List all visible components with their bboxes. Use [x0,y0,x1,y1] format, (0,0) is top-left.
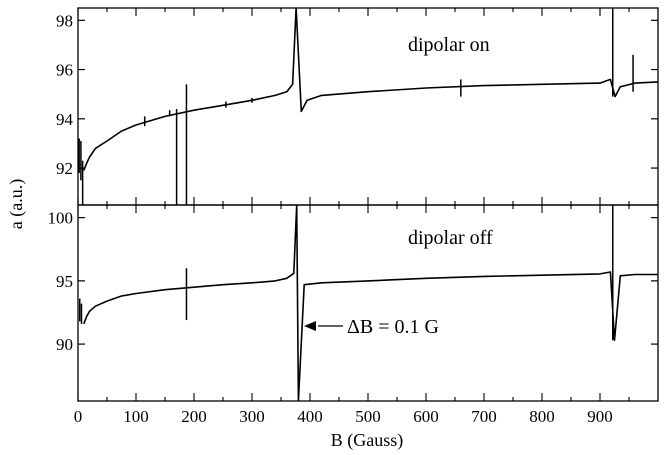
x-tick-label-900: 900 [587,407,613,426]
top-panel-plot [78,8,658,205]
bottom-y-tick-label-100: 100 [48,209,74,228]
bottom-y-tick-label-90: 90 [56,335,73,354]
y-axis-label: a (a.u.) [6,179,27,229]
bottom-panel-plot [78,205,658,401]
bottom-y-tick-label-95: 95 [56,272,73,291]
axes: 92 94 96 98 90 95 100 0 100 200 300 400 500 600 700 800… [48,8,658,426]
x-tick-label-600: 600 [413,407,439,426]
bottom-series-line [83,205,658,401]
top-y-tick-label-94: 94 [56,110,74,129]
top-panel-frame [77,7,659,206]
bottom-panel-frame [77,204,659,402]
x-tick-label-700: 700 [471,407,497,426]
top-series-line [83,8,658,171]
x-tick-label-800: 800 [529,407,555,426]
x-tick-label-400: 400 [297,407,323,426]
x-tick-label-200: 200 [181,407,207,426]
top-panel-annotation: dipolar on [408,34,490,56]
delta-b-label: ΔB = 0.1 G [347,316,439,338]
top-y-tick-label-92: 92 [56,159,73,178]
top-y-tick-label-96: 96 [56,61,73,80]
top-y-tick-label-98: 98 [56,11,73,30]
x-tick-label-300: 300 [239,407,265,426]
x-tick-label-0: 0 [74,407,83,426]
bottom-panel-annotation: dipolar off [408,227,493,249]
x-tick-label-500: 500 [355,407,381,426]
delta-b-annotation: ΔB = 0.1 G [304,316,439,338]
x-axis-label: B (Gauss) [331,430,404,451]
x-tick-label-100: 100 [123,407,149,426]
annotation-arrow-head [304,321,316,331]
